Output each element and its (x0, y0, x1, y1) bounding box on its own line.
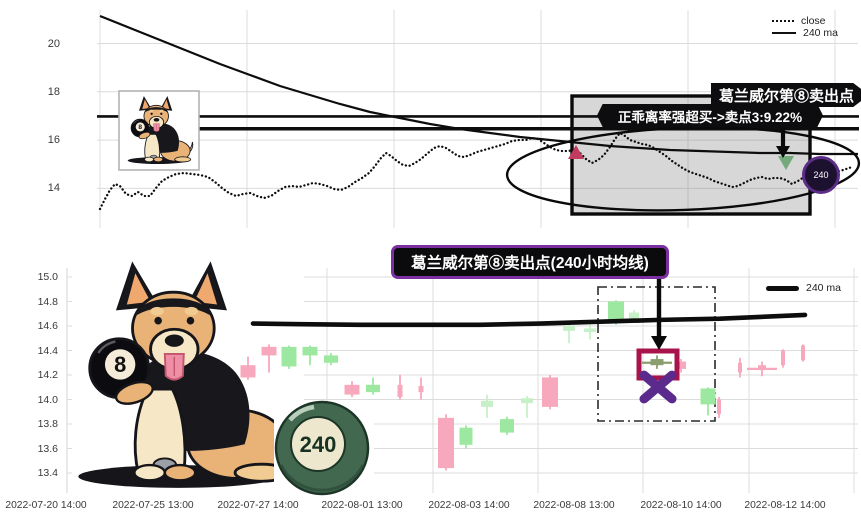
bottom-y-tick-label: 14.4 (37, 344, 58, 357)
candle-body (481, 400, 493, 407)
candle-body (801, 345, 805, 361)
top-chart-grid (97, 10, 858, 228)
candle-body (366, 384, 380, 393)
candle-body (438, 417, 454, 469)
candle-body (261, 346, 277, 356)
bottom-y-tick-label: 14.6 (37, 320, 58, 332)
candle-body (584, 328, 596, 333)
bottom-x-tick-label: 2022-08-12 14:00 (744, 500, 826, 511)
sell-point-square-marker (636, 348, 680, 381)
top-legend-ma: 240 ma (772, 27, 838, 39)
top-legend-close: close (772, 15, 826, 27)
candle-body (738, 362, 742, 373)
candle-body (542, 377, 558, 407)
bottom-x-tick-label: 2022-08-08 13:00 (533, 500, 615, 511)
badge-240: 240 (802, 156, 840, 194)
bottom-x-tick-label: 2022-07-27 14:00 (217, 500, 299, 511)
bottom-y-tick-label: 14.2 (37, 369, 58, 381)
buy-signal-marker (568, 145, 584, 159)
bottom-chart-title: 葛兰威尔第⑧卖出点(240小时均线) (391, 245, 669, 279)
candle-body (676, 361, 686, 369)
candle-body (324, 355, 338, 363)
close-legend-label: close (801, 15, 826, 27)
bottom-y-tick-label: 13.8 (37, 418, 58, 430)
title-arrowhead (651, 336, 667, 350)
close-price-line (98, 131, 854, 211)
top-y-tick-label: 20 (47, 37, 60, 50)
sell-point-x-marker (639, 370, 677, 404)
bottom-y-tick-label: 13.6 (37, 442, 58, 455)
bottom-ma-legend-label: 240 ma (806, 282, 842, 294)
ma-line-swatch (772, 32, 796, 34)
candle-body (500, 419, 514, 433)
close-line-swatch (772, 20, 794, 22)
candle-body (563, 326, 575, 331)
top-y-tick-label: 18 (47, 85, 60, 98)
candle-body (717, 399, 721, 415)
candle-body (459, 427, 473, 445)
sell-signal-marker (778, 156, 794, 170)
bottom-x-tick-label: 2022-08-01 13:00 (321, 500, 403, 511)
candle-body (521, 398, 533, 404)
top-y-tick-label: 14 (47, 182, 60, 195)
ma-thick-swatch (766, 285, 799, 291)
candle-body (302, 346, 318, 356)
candle-body (629, 312, 639, 319)
ma-240-line (99, 14, 858, 156)
green-ball-number: 240 (300, 432, 337, 457)
bottom-y-tick-label: 14.8 (37, 295, 58, 308)
candle-body (240, 365, 256, 378)
candle-body (758, 365, 766, 371)
granville-sell-annotation: 葛兰威尔第⑧卖出点 (711, 83, 861, 107)
candle-body (418, 386, 424, 393)
candle-body (700, 388, 716, 405)
dog-thumbnail (118, 90, 200, 171)
bottom-y-tick-label: 15.0 (37, 271, 58, 283)
candle-body (281, 346, 297, 367)
bottom-x-tick-label: 2022-08-10 14:00 (640, 500, 722, 511)
bottom-chart-data (240, 276, 808, 471)
candle-body (397, 384, 403, 398)
green-240-ball: 240 (274, 400, 370, 496)
bias-ratio-annotation: 正乖离率强超买->卖点3:9.22% (597, 104, 823, 127)
bottom-y-tick-label: 14.0 (37, 393, 58, 406)
ma-legend-label: 240 ma (803, 27, 839, 39)
signal-region-dashed-box (597, 286, 716, 422)
highlight-ellipse (505, 126, 861, 212)
candle-body (608, 301, 624, 323)
bottom-x-tick-label: 2022-07-25 13:00 (112, 500, 194, 511)
bottom-x-tick-label: 2022-08-03 14:00 (428, 500, 510, 511)
top-y-tick-label: 16 (47, 134, 60, 147)
annotation-arrowhead (776, 146, 790, 158)
bottom-x-tick-label: 2022-07-20 14:00 (5, 500, 87, 511)
bottom-y-tick-label: 13.4 (37, 467, 58, 479)
candle-body (781, 350, 785, 366)
ma-240-line (250, 312, 808, 328)
bottom-legend-ma: 240 ma (766, 282, 841, 294)
candle-body (344, 384, 360, 395)
